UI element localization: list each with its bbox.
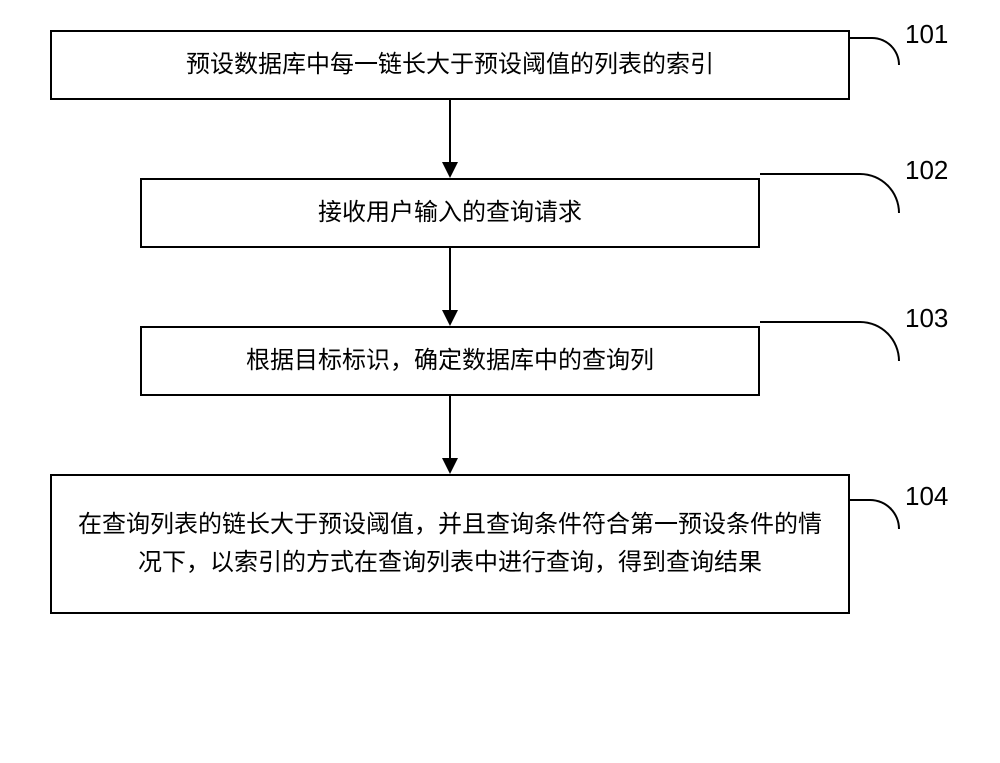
- arrow-container: [50, 396, 850, 474]
- flowchart-step: 预设数据库中每一链长大于预设阈值的列表的索引: [50, 30, 850, 100]
- arrow-container: [50, 248, 850, 326]
- label-connector: [760, 321, 900, 361]
- label-connector: [850, 499, 900, 529]
- flow-arrow: [440, 100, 460, 178]
- flowchart-step-wrapper: 接收用户输入的查询请求102: [50, 178, 950, 248]
- label-connector: [760, 173, 900, 213]
- arrow-container: [50, 100, 850, 178]
- label-connector: [850, 37, 900, 65]
- flowchart-container: 预设数据库中每一链长大于预设阈值的列表的索引101接收用户输入的查询请求102根…: [50, 30, 950, 614]
- step-label: 101: [905, 19, 948, 50]
- flowchart-step: 在查询列表的链长大于预设阈值，并且查询条件符合第一预设条件的情况下，以索引的方式…: [50, 474, 850, 614]
- flowchart-step: 接收用户输入的查询请求: [140, 178, 760, 248]
- flow-arrow: [440, 248, 460, 326]
- flowchart-step: 根据目标标识，确定数据库中的查询列: [140, 326, 760, 396]
- flowchart-step-wrapper: 根据目标标识，确定数据库中的查询列103: [50, 326, 950, 396]
- step-label: 104: [905, 481, 948, 512]
- step-label: 103: [905, 303, 948, 334]
- step-label: 102: [905, 155, 948, 186]
- flowchart-step-wrapper: 在查询列表的链长大于预设阈值，并且查询条件符合第一预设条件的情况下，以索引的方式…: [50, 474, 950, 614]
- flow-arrow: [440, 396, 460, 474]
- flowchart-step-wrapper: 预设数据库中每一链长大于预设阈值的列表的索引101: [50, 30, 950, 100]
